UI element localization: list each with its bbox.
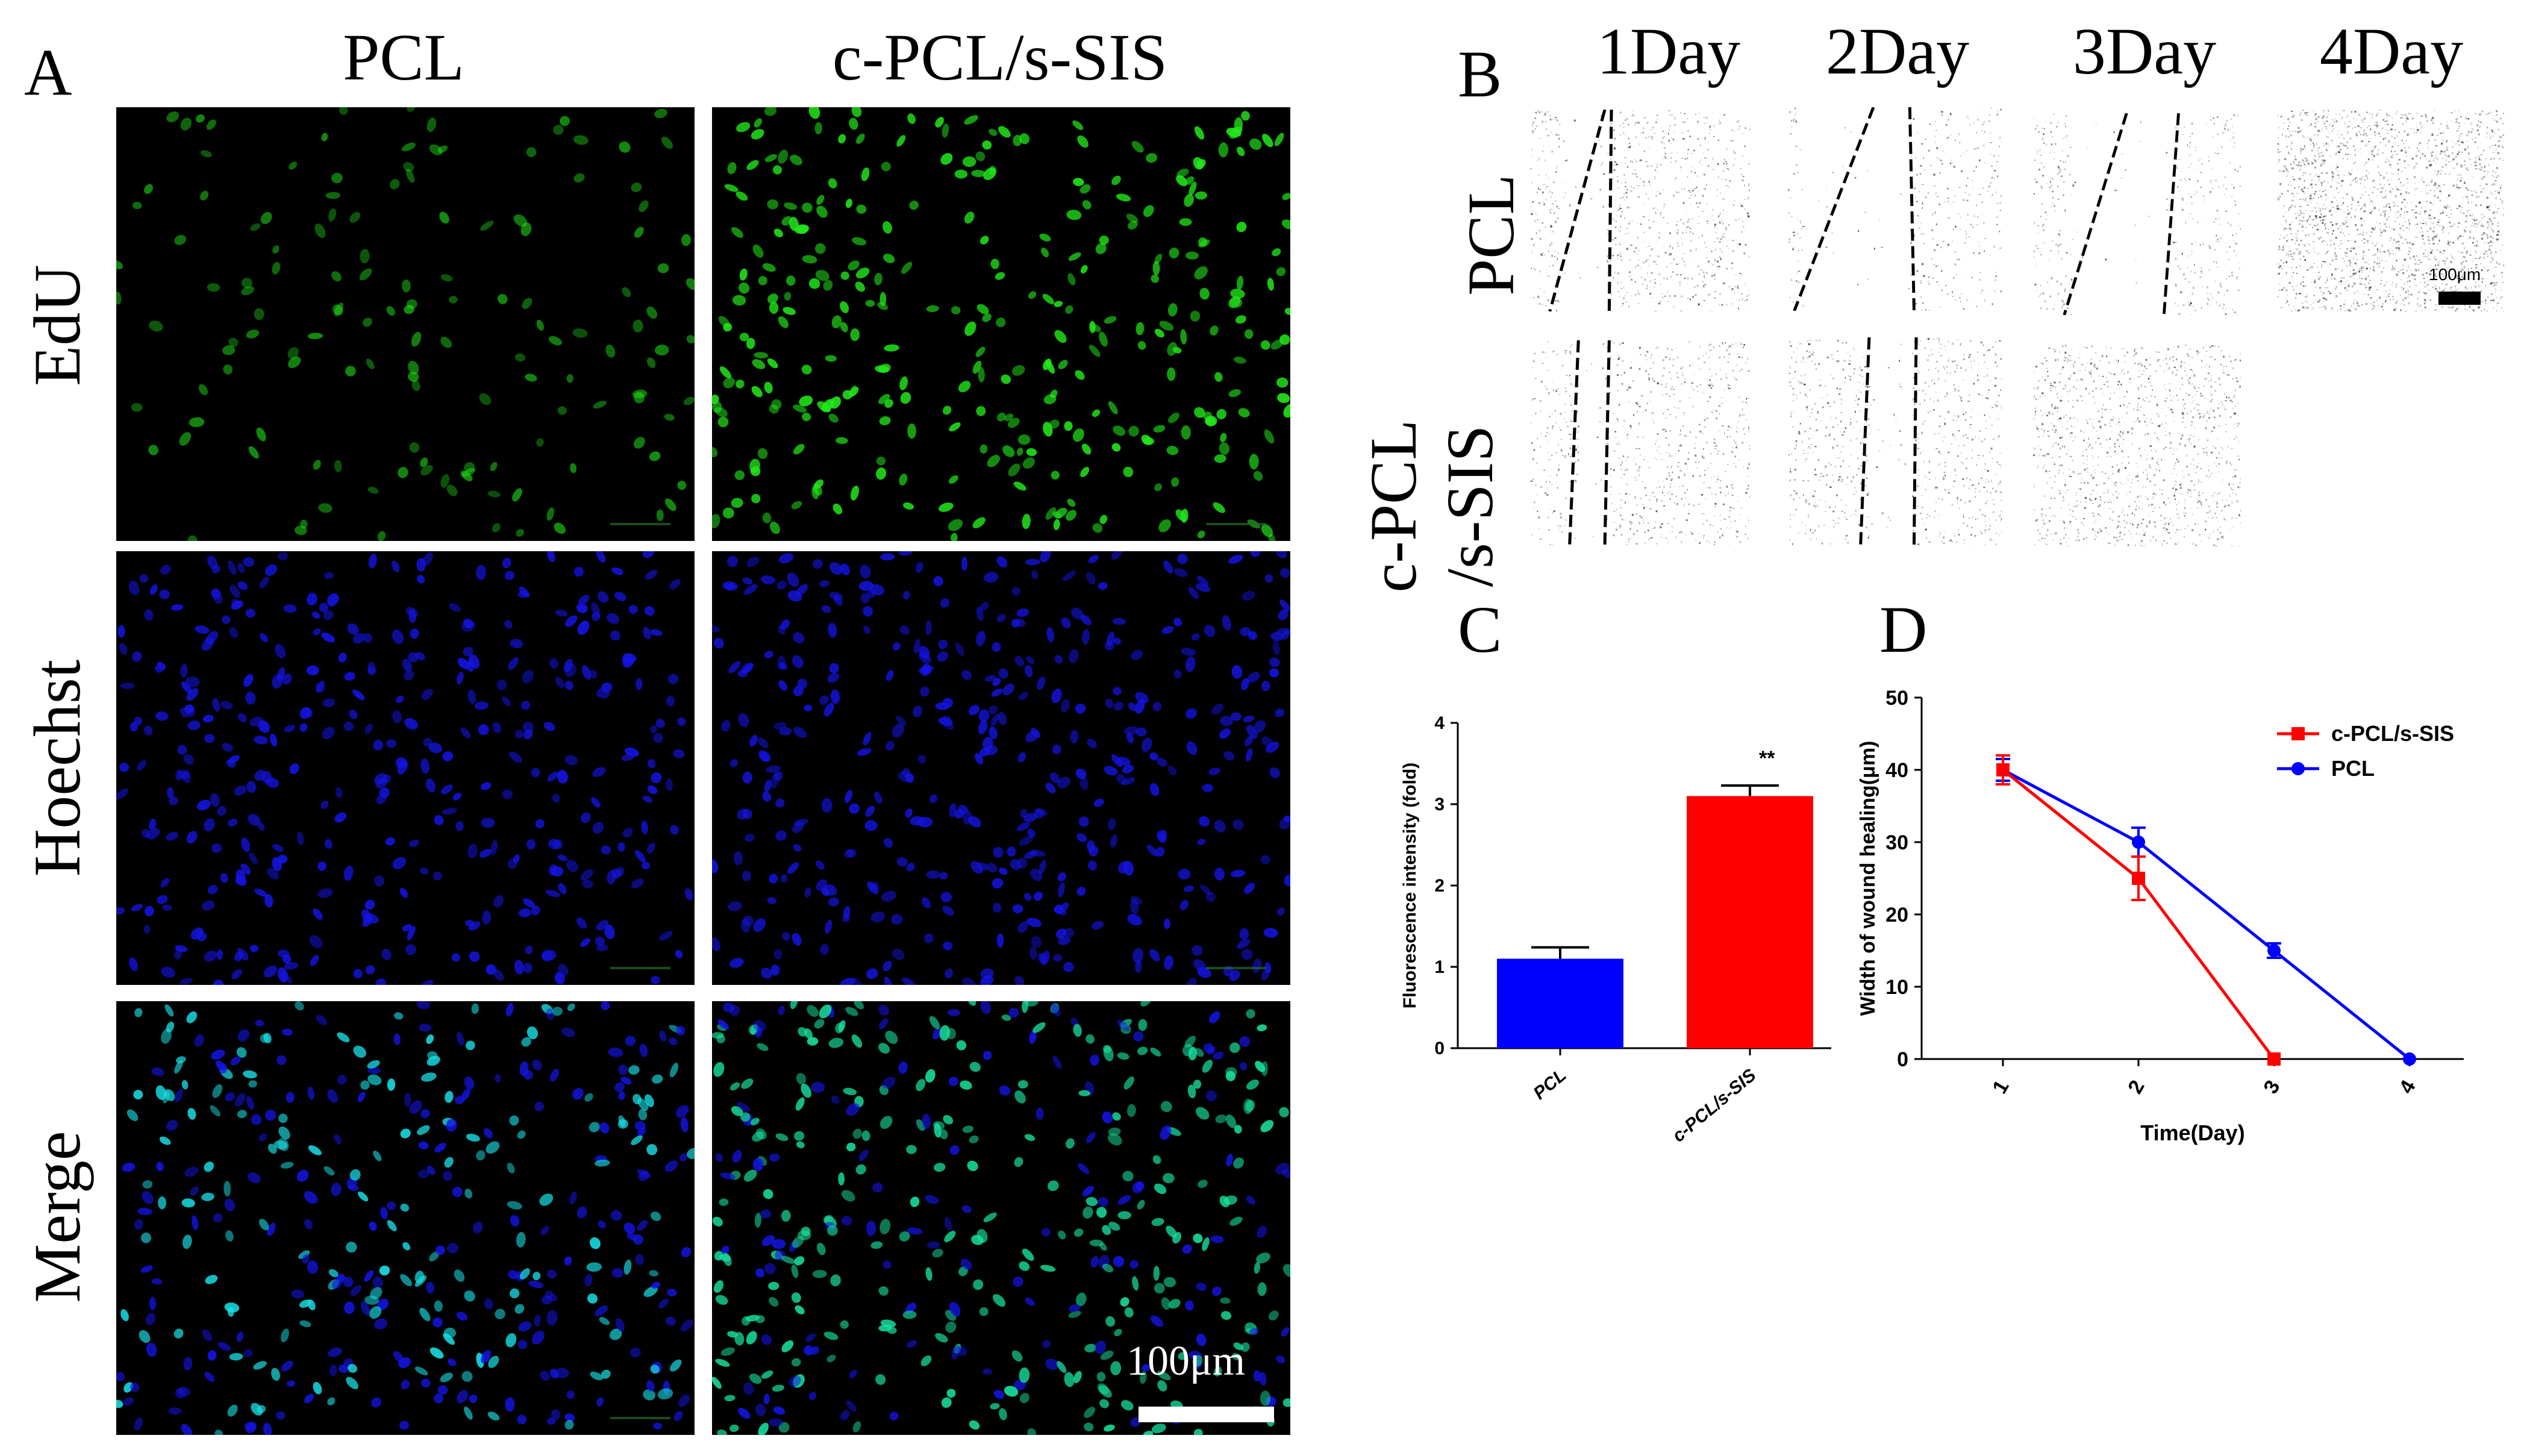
edu-cpcl-ssis-image — [712, 107, 1290, 541]
c-y-axis-label: Fluorescence intensity (fold) — [1400, 763, 1420, 1008]
d-x-tick-label: 1 — [1988, 1076, 2013, 1098]
panel-b-column-day1: 1Day — [1596, 14, 1741, 88]
d-legend-label: c-PCL/s-SIS — [2331, 721, 2454, 746]
merge-pcl-image — [116, 1001, 695, 1435]
edu-pcl-image — [116, 107, 695, 541]
c-y-tick-label: 0 — [1434, 1039, 1445, 1058]
panel-b-column-day2: 2Day — [1825, 14, 1970, 88]
d-y-tick-label: 0 — [1897, 1048, 1908, 1071]
panel-a-row-hoechst: Hoechst — [20, 659, 94, 877]
panel-b-letter: B — [1458, 37, 1502, 111]
scratch-pcl-day4 — [2277, 110, 2504, 311]
d-point — [1996, 763, 2010, 776]
panel-b-scale-bar-label: 100μm — [2429, 265, 2481, 284]
c-bar — [1497, 958, 1623, 1048]
c-x-tick-label: c-PCL/s-SIS — [1669, 1065, 1760, 1146]
d-x-tick-label: 2 — [2123, 1076, 2149, 1098]
d-y-tick-label: 30 — [1885, 831, 1908, 854]
panel-b-column-day3: 3Day — [2072, 14, 2217, 88]
panel-c-significance: ** — [1759, 747, 1775, 770]
scratch-cpcl-day2 — [1788, 337, 2002, 545]
d-x-tick-label: 4 — [2394, 1076, 2420, 1098]
hoechst-cpcl-ssis-image — [712, 551, 1290, 985]
d-point — [2267, 1052, 2281, 1066]
c-y-tick-label: 3 — [1434, 795, 1445, 814]
panel-a-row-edu: EdU — [20, 264, 94, 386]
d-legend-marker — [2291, 727, 2305, 740]
panel-a-scale-bar-label: 100μm — [1126, 1338, 1245, 1384]
d-series-line — [2002, 768, 2411, 1060]
d-point — [2403, 1052, 2416, 1066]
d-point — [2267, 944, 2281, 957]
c-bar — [1687, 796, 1813, 1048]
panel-a-scale-bar — [1139, 1407, 1274, 1422]
scratch-cpcl-day3 — [2033, 345, 2241, 546]
panel-a-letter: A — [24, 36, 72, 109]
d-point — [2132, 836, 2145, 849]
panel-b-scale-bar — [2438, 292, 2481, 305]
d-series-line — [2002, 769, 2275, 1060]
d-legend-marker — [2291, 762, 2305, 775]
panel-a-column-pcl: PCL — [343, 20, 464, 94]
hoechst-pcl-image — [116, 551, 695, 985]
d-y-axis-label: Width of wound healing(μm) — [1857, 741, 1879, 1016]
d-y-tick-label: 40 — [1885, 759, 1908, 782]
d-y-tick-label: 20 — [1885, 904, 1908, 926]
merge-cpcl-ssis-image — [712, 1001, 1290, 1435]
d-legend-label: PCL — [2331, 756, 2375, 781]
c-y-tick-label: 2 — [1434, 876, 1445, 896]
c-y-tick-label: 1 — [1434, 957, 1445, 977]
panel-d-line-chart: 0 10 20 30 40 50 1 2 3 4 Width of wound healing(μm… — [1843, 663, 2518, 1181]
scratch-pcl-day3 — [2033, 113, 2241, 315]
c-y-tick-label: 4 — [1434, 713, 1445, 733]
scratch-pcl-day1 — [1530, 110, 1750, 311]
d-x-axis-label: Time(Day) — [2140, 1120, 2244, 1145]
panel-a-column-cpcl-ssis: c-PCL/s-SIS — [832, 20, 1168, 94]
panel-b-row-cpcl-line1: c-PCL — [1357, 419, 1430, 593]
scratch-cpcl-day1 — [1530, 340, 1750, 545]
d-y-tick-label: 50 — [1885, 687, 1908, 710]
panel-b-row-pcl: PCL — [1454, 174, 1528, 296]
panel-a-row-merge: Merge — [20, 1131, 94, 1303]
d-y-tick-label: 10 — [1885, 976, 1908, 999]
d-point — [2132, 872, 2145, 885]
panel-b-column-day4: 4Day — [2319, 14, 2464, 88]
scratch-pcl-day2 — [1788, 107, 2002, 311]
panel-c-letter: C — [1458, 593, 1502, 666]
panel-d-letter: D — [1879, 593, 1928, 666]
panel-c-bar-chart: 0 1 2 3 4 Fluorescence intensity (fold) PCL c-P… — [1385, 687, 1867, 1205]
d-x-tick-label: 3 — [2259, 1076, 2284, 1098]
c-x-tick-label: PCL — [1529, 1065, 1570, 1104]
